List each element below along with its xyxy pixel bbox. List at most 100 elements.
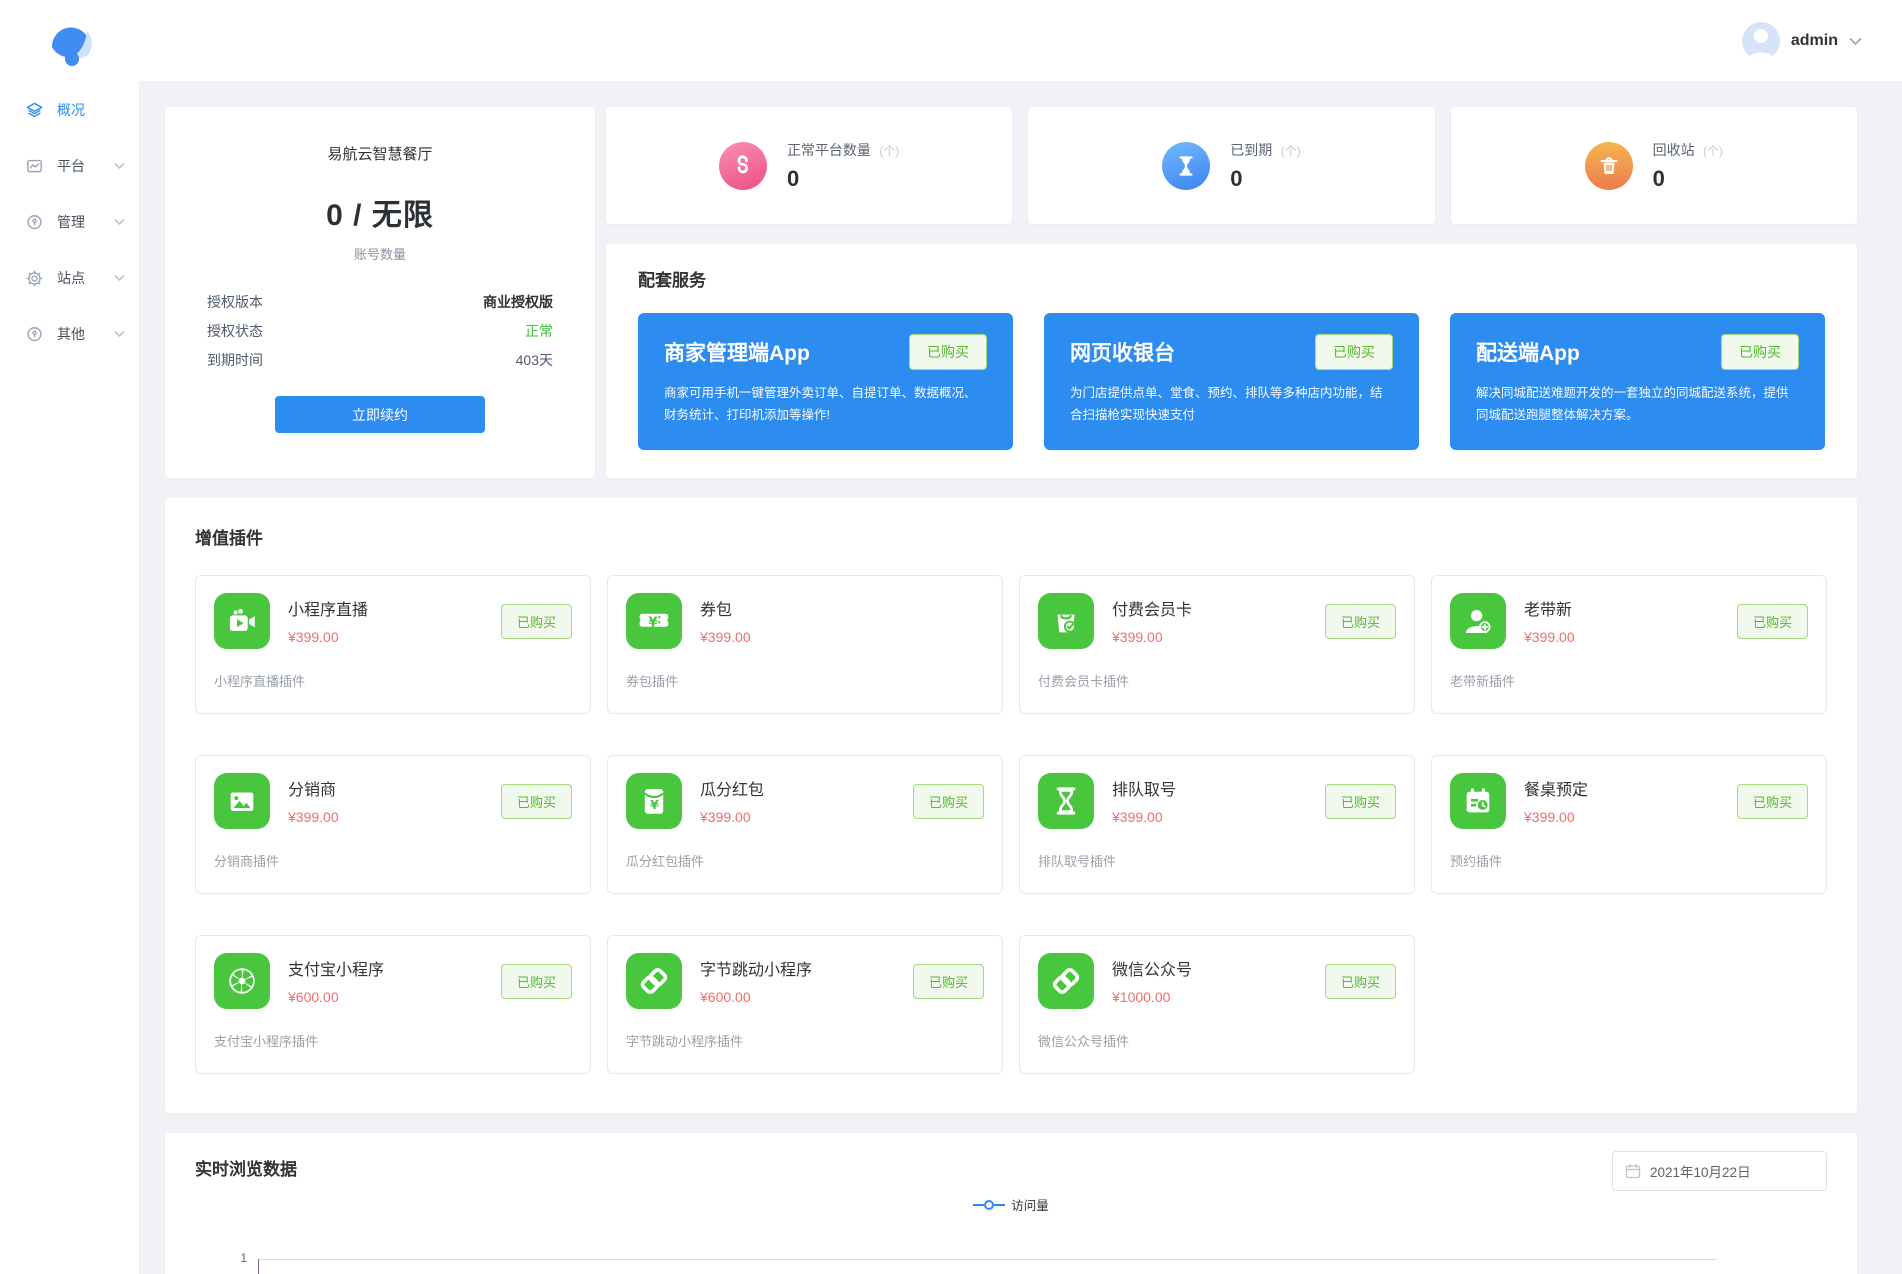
chevron-down-icon	[114, 163, 125, 169]
license-row-label: 授权状态	[207, 322, 263, 339]
license-row-label: 授权版本	[207, 293, 263, 310]
plugin-card-coupon-pack: ¥ 券包 ¥399.00 券包插件	[607, 575, 1003, 714]
account-count-label: 账号数量	[353, 247, 406, 262]
plugin-description: 付费会员卡插件	[1038, 674, 1130, 689]
license-row-expiry: 到期时间 403天	[207, 345, 553, 374]
purchased-button[interactable]: 已购买	[500, 963, 572, 999]
service-description: 解决同城配送难题开发的一套独立的同城配送系统，提供同城配送跑腿整体解决方案。	[1476, 386, 1789, 422]
purchased-button[interactable]: 已购买	[912, 963, 984, 999]
line-series-marker-icon	[973, 1199, 1006, 1210]
legend-item-visits[interactable]: 访问量	[973, 1195, 1049, 1214]
plugin-title: 券包	[700, 602, 733, 619]
sidebar-item-label: 站点	[57, 270, 85, 286]
chevron-down-icon	[114, 275, 125, 281]
calendar-clock-icon	[1450, 773, 1506, 829]
plugin-price: ¥399.00	[700, 809, 751, 825]
plugin-price: ¥600.00	[288, 989, 339, 1005]
sidebar: 概况 平台 管理	[0, 82, 140, 1274]
stat-value: 0	[1230, 165, 1243, 191]
hourglass-icon	[1038, 773, 1094, 829]
purchased-button[interactable]: 已购买	[1721, 334, 1799, 370]
purchased-button[interactable]: 已购买	[1324, 963, 1396, 999]
coupon-icon: ¥	[626, 593, 682, 649]
license-status-value: 正常	[525, 322, 553, 339]
services-section: 配套服务 商家管理端App 已购买 商家可用手机一键管理外卖订单、自提订单、数据…	[606, 244, 1857, 478]
plugin-card-red-packet: ¥ 瓜分红包 ¥399.00 已购买 瓜分红包插件	[607, 755, 1003, 894]
date-picker[interactable]: 2021年10月22日	[1612, 1151, 1827, 1191]
plugin-description: 字节跳动小程序插件	[626, 1034, 744, 1049]
plugin-title: 付费会员卡	[1112, 602, 1193, 619]
license-expiry-value: 403天	[515, 351, 553, 368]
plugin-price: ¥399.00	[288, 809, 339, 825]
service-description: 商家可用手机一键管理外卖订单、自提订单、数据概况、财务统计、打印机添加等操作!	[664, 386, 977, 422]
sidebar-item-label: 概况	[57, 102, 85, 118]
purchased-button[interactable]: 已购买	[500, 603, 572, 639]
plugin-description: 分销商插件	[214, 854, 280, 869]
plugin-price: ¥399.00	[1112, 809, 1163, 825]
top-header: admin	[0, 0, 1902, 82]
renew-button[interactable]: 立即续约	[275, 396, 485, 433]
hourglass-icon	[1162, 141, 1211, 190]
plugin-title: 瓜分红包	[700, 782, 765, 799]
purchased-button[interactable]: 已购买	[1315, 334, 1393, 370]
stat-unit: (个)	[1280, 143, 1301, 158]
stat-unit: (个)	[879, 143, 900, 158]
purchased-button[interactable]: 已购买	[1324, 783, 1396, 819]
sidebar-item-label: 管理	[57, 214, 85, 230]
service-card-merchant-app: 商家管理端App 已购买 商家可用手机一键管理外卖订单、自提订单、数据概况、财务…	[638, 313, 1013, 450]
plugin-title: 小程序直播	[288, 602, 369, 619]
plugin-title: 微信公众号	[1112, 962, 1193, 979]
cloud-logo-icon	[51, 27, 92, 66]
sidebar-item-platform[interactable]: 平台	[0, 138, 139, 194]
stat-card-recycle-bin: 回收站 (个) 0	[1450, 107, 1857, 224]
sidebar-item-manage[interactable]: 管理	[0, 194, 139, 250]
service-description: 为门店提供点单、堂食、预约、排队等多种店内功能，结合扫描枪实现快速支付	[1070, 386, 1383, 422]
purchased-button[interactable]: 已购买	[1324, 603, 1396, 639]
fan-wheel-icon	[214, 953, 270, 1009]
purchased-button[interactable]: 已购买	[500, 783, 572, 819]
stat-label: 回收站	[1652, 141, 1695, 158]
plugin-price: ¥399.00	[1112, 629, 1163, 645]
image-icon	[214, 773, 270, 829]
gear-icon	[26, 269, 43, 287]
chevron-down-icon	[1849, 37, 1862, 45]
service-title: 网页收银台	[1070, 342, 1175, 365]
chart-panel-icon	[27, 159, 42, 172]
license-row-status: 授权状态 正常	[207, 316, 553, 345]
plugin-card-table-reservation: 餐桌预定 ¥399.00 已购买 预约插件	[1431, 755, 1827, 894]
stat-card-normal-platforms: 正常平台数量 (个) 0	[606, 107, 1013, 224]
sidebar-item-overview[interactable]: 概况	[0, 82, 139, 138]
purchased-button[interactable]: 已购买	[912, 783, 984, 819]
plugin-title: 字节跳动小程序	[700, 962, 813, 979]
stat-value: 0	[786, 165, 800, 191]
legend-label: 访问量	[1011, 1199, 1049, 1213]
plugin-description: 老带新插件	[1450, 674, 1516, 689]
purchased-button[interactable]: 已购买	[909, 334, 987, 370]
services-title: 配套服务	[638, 271, 706, 290]
layers-icon	[26, 102, 43, 117]
plugin-price: ¥399.00	[700, 629, 751, 645]
purchased-button[interactable]: 已购买	[1736, 603, 1808, 639]
stat-label: 已到期	[1230, 141, 1273, 158]
plugin-card-paid-member-card: 付费会员卡 ¥399.00 已购买 付费会员卡插件	[1019, 575, 1415, 714]
purchased-button[interactable]: 已购买	[1736, 783, 1808, 819]
chart-area: 1	[165, 1251, 1857, 1274]
svg-text:¥: ¥	[648, 616, 658, 631]
plugin-card-bytedance-miniprogram: 字节跳动小程序 ¥600.00 已购买 字节跳动小程序插件	[607, 935, 1003, 1074]
plugin-description: 微信公众号插件	[1038, 1034, 1130, 1049]
plugin-description: 小程序直播插件	[214, 674, 306, 689]
sidebar-item-other[interactable]: 其他	[0, 306, 139, 362]
plugin-card-wechat-official-account: 微信公众号 ¥1000.00 已购买 微信公众号插件	[1019, 935, 1415, 1074]
plugin-card-queue-number: 排队取号 ¥399.00 已购买 排队取号插件	[1019, 755, 1415, 894]
trash-icon	[1584, 141, 1633, 190]
chevron-down-icon	[114, 219, 125, 225]
avatar	[1741, 22, 1780, 60]
plugin-card-live-stream: 小程序直播 ¥399.00 已购买 小程序直播插件	[195, 575, 591, 714]
sidebar-item-site[interactable]: 站点	[0, 250, 139, 306]
date-picker-value: 2021年10月22日	[1650, 1165, 1751, 1180]
chain-link-icon	[1038, 953, 1094, 1009]
person-add-icon	[1450, 593, 1506, 649]
y-axis-tick: 1	[240, 1251, 247, 1265]
user-menu[interactable]: admin	[1741, 22, 1862, 60]
plugins-section: 增值插件 小程序直播	[165, 498, 1857, 1113]
